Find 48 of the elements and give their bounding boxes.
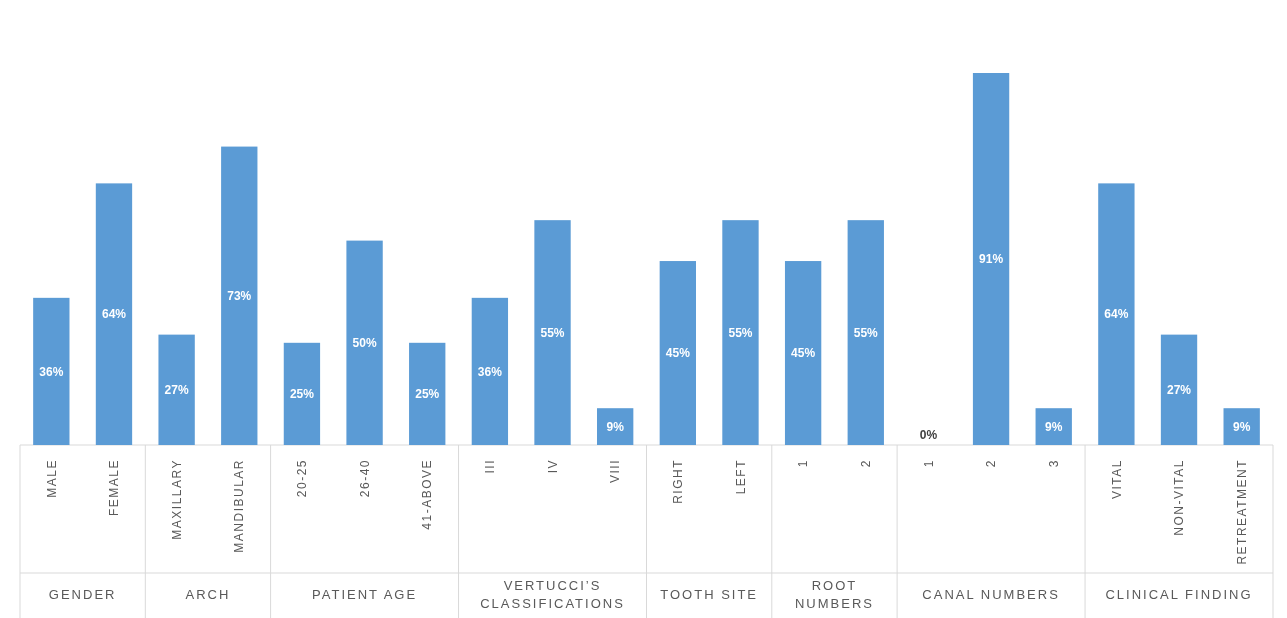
- x-tick-label: 2: [984, 459, 999, 468]
- data-label: 36%: [477, 364, 503, 379]
- x-axis-title: ROOT NUMBERS: [794, 578, 874, 611]
- x-tick-label: 26-40: [357, 459, 372, 498]
- x-axis-title: PATIENT AGE: [312, 587, 418, 602]
- data-label: 0%: [919, 428, 938, 442]
- data-label: 55%: [540, 325, 565, 340]
- data-label: 64%: [101, 307, 127, 322]
- x-tick-label: FEMALE: [107, 459, 122, 517]
- data-label: 45%: [665, 346, 691, 361]
- x-tick-label: VIII: [608, 459, 623, 484]
- x-tick-label: RIGHT: [671, 459, 686, 504]
- data-label: 55%: [853, 325, 879, 340]
- x-tick-label: LEFT: [733, 459, 748, 495]
- data-label: 45%: [791, 346, 816, 361]
- x-axis-title: CLINICAL FINDING: [1105, 587, 1253, 602]
- data-label: 64%: [1104, 307, 1129, 322]
- x-axis-title: CANAL NUMBERS: [922, 587, 1060, 602]
- x-tick-label: MALE: [44, 459, 59, 498]
- data-label: 9%: [606, 419, 625, 434]
- x-axis-title: VERTUCCI’S CLASSIFICATIONS: [480, 578, 625, 611]
- data-label: 55%: [728, 325, 753, 340]
- data-label: 27%: [164, 383, 189, 398]
- data-label: 25%: [289, 387, 315, 402]
- x-tick-label: VITAL: [1109, 459, 1124, 499]
- data-label: 36%: [39, 364, 64, 379]
- data-label: 9%: [1045, 419, 1063, 434]
- x-tick-label: IV: [545, 459, 560, 474]
- x-tick-label: 1: [921, 459, 936, 468]
- x-tick-label: 41-ABOVE: [420, 459, 435, 530]
- x-tick-label: MAXILLARY: [169, 459, 184, 540]
- data-label: 25%: [415, 387, 440, 402]
- data-label: 9%: [1233, 419, 1251, 434]
- data-label: 91%: [979, 252, 1004, 267]
- data-label: 73%: [227, 288, 252, 303]
- x-axis-title: ARCH: [185, 587, 231, 602]
- data-label: 50%: [352, 336, 377, 350]
- x-tick-label: 2: [858, 459, 873, 468]
- x-tick-label: 1: [796, 459, 811, 468]
- x-tick-label: RETREATMENT: [1234, 459, 1249, 565]
- x-tick-label: 3: [1046, 459, 1061, 468]
- x-tick-label: MANDIBULAR: [232, 459, 247, 553]
- x-tick-label: 20-25: [295, 459, 310, 498]
- x-axis-title: GENDER: [48, 587, 117, 602]
- x-tick-label: NON-VITAL: [1172, 459, 1187, 536]
- data-label: 27%: [1167, 383, 1192, 398]
- x-axis-title: TOOTH SITE: [660, 587, 759, 602]
- x-tick-label: III: [483, 459, 498, 474]
